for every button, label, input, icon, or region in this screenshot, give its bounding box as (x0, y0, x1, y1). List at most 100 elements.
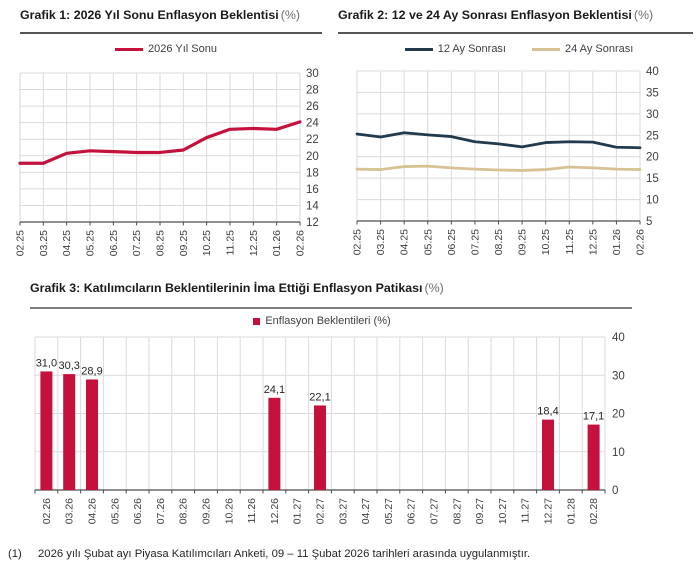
chart2-legend-entry-24ay: 24 Ay Sonrası (532, 43, 633, 55)
chart2-title-unit: (%) (633, 8, 654, 22)
chart3-legend-label: Enflasyon Beklentileri (%) (265, 315, 391, 327)
x-axis-labels: 02.26 03.26 04.26 05.26 06.26 07.26 08.26 09.26… (41, 498, 600, 524)
svg-text:04.25: 04.25 (399, 229, 411, 255)
svg-text:08.25: 08.25 (493, 229, 505, 255)
chart2-plot: 5 10 15 20 25 30 35 40 02.25 03.25 04.25 05.25 06.25… (352, 66, 659, 255)
svg-text:11.27: 11.27 (520, 498, 532, 524)
bar (542, 419, 554, 490)
bar-label: 28,9 (81, 365, 102, 377)
chart3-title: Grafik 3: Katılımcıların Beklentilerinin… (30, 281, 444, 295)
svg-text:05.25: 05.25 (85, 230, 97, 256)
svg-text:5: 5 (646, 216, 652, 228)
svg-text:01.27: 01.27 (292, 498, 304, 524)
footnote-marker: (1) (8, 548, 22, 560)
chart1-legend: 2026 Yıl Sonu (0, 43, 332, 55)
svg-text:11.25: 11.25 (564, 229, 576, 255)
svg-text:10: 10 (646, 195, 659, 207)
bar-label: 18,4 (537, 406, 558, 418)
chart3-title-rule (30, 307, 632, 309)
svg-text:08.26: 08.26 (178, 498, 190, 524)
x-axis (19, 221, 301, 226)
svg-text:12: 12 (306, 217, 319, 229)
svg-text:25: 25 (646, 130, 659, 142)
x-axis (356, 220, 641, 225)
line-swatch-icon (115, 47, 144, 51)
svg-text:10.26: 10.26 (223, 498, 235, 524)
svg-text:01.28: 01.28 (565, 498, 577, 524)
chart3-legend-entry: Enflasyon Beklentileri (%) (253, 315, 391, 327)
svg-text:30: 30 (646, 109, 659, 121)
svg-text:12.27: 12.27 (543, 498, 555, 524)
svg-text:07.26: 07.26 (155, 498, 167, 524)
svg-text:35: 35 (646, 87, 659, 99)
series-line (18, 120, 302, 165)
svg-text:16: 16 (306, 184, 319, 196)
svg-text:30: 30 (306, 68, 319, 80)
chart3-title-text: Grafik 3: Katılımcıların Beklentilerinin… (30, 281, 423, 295)
svg-text:24: 24 (306, 118, 319, 130)
chart2-title: Grafik 2: 12 ve 24 Ay Sonrası Enflasyon … (338, 8, 653, 22)
bar (314, 405, 326, 490)
svg-text:02.26: 02.26 (41, 498, 53, 524)
svg-text:30: 30 (612, 370, 625, 382)
svg-text:05.27: 05.27 (383, 498, 395, 524)
svg-text:28: 28 (306, 85, 319, 97)
svg-text:06.25: 06.25 (446, 229, 458, 255)
chart2-title-rule (338, 32, 693, 34)
bar-label: 22,1 (309, 391, 330, 403)
chart3-title-unit: (%) (424, 281, 444, 295)
svg-text:01.26: 01.26 (271, 230, 283, 256)
svg-text:15: 15 (646, 173, 659, 185)
chart3-legend: Enflasyon Beklentileri (%) (0, 315, 644, 327)
svg-text:12.25: 12.25 (248, 230, 260, 256)
bar-label: 31,0 (36, 357, 57, 369)
bar (268, 397, 281, 490)
svg-text:22: 22 (306, 134, 319, 146)
svg-text:02.25: 02.25 (352, 229, 364, 255)
svg-text:08.27: 08.27 (451, 498, 463, 524)
svg-text:03.27: 03.27 (337, 498, 349, 524)
svg-text:06.25: 06.25 (108, 230, 120, 256)
gridlines (19, 72, 301, 223)
svg-text:09.27: 09.27 (474, 498, 486, 524)
svg-text:04.26: 04.26 (87, 498, 99, 524)
bar-label: 30,3 (58, 360, 79, 372)
svg-text:07.27: 07.27 (429, 498, 441, 524)
svg-text:40: 40 (612, 332, 625, 344)
chart1-title: Grafik 1: 2026 Yıl Sonu Enflasyon Beklen… (20, 8, 300, 22)
y-axis-labels: 0 10 20 30 40 (612, 332, 625, 497)
bar-series: 31,0 30,3 28,9 24,1 22,1 18,4 17,1 (36, 357, 604, 490)
y-axis-labels: 5 10 15 20 25 30 35 40 (646, 66, 659, 228)
svg-text:20: 20 (306, 151, 319, 163)
svg-text:09.25: 09.25 (517, 229, 529, 255)
svg-text:02.26: 02.26 (295, 230, 307, 256)
series-line (355, 131, 642, 150)
x-axis (34, 489, 606, 494)
svg-text:03.25: 03.25 (38, 230, 50, 256)
svg-text:07.25: 07.25 (469, 229, 481, 255)
svg-text:07.25: 07.25 (131, 230, 143, 256)
series-line (355, 164, 642, 172)
svg-text:01.26: 01.26 (611, 229, 623, 255)
svg-text:10.25: 10.25 (201, 230, 213, 256)
chart1-title-text: Grafik 1: 2026 Yıl Sonu Enflasyon Beklen… (20, 8, 279, 22)
chart1-legend-entry: 2026 Yıl Sonu (115, 43, 217, 55)
svg-text:02.28: 02.28 (588, 498, 600, 524)
svg-text:02.26: 02.26 (635, 229, 647, 255)
chart1-title-rule (20, 32, 322, 34)
y-axis-labels: 12 14 16 18 20 22 24 26 28 30 (306, 68, 319, 229)
chart2-legend-label-24ay: 24 Ay Sonrası (565, 43, 634, 55)
x-axis-labels: 02.25 03.25 04.25 05.25 06.25 07.25 08.25 09.25… (352, 229, 647, 255)
svg-text:10.25: 10.25 (540, 229, 552, 255)
bar (40, 371, 53, 490)
svg-text:12.25: 12.25 (587, 229, 599, 255)
chart1-title-unit: (%) (280, 8, 300, 22)
chart2-legend: 12 Ay Sonrası 24 Ay Sonrası (340, 43, 698, 55)
bar (86, 379, 98, 490)
gridlines (356, 70, 641, 222)
bar-label: 17,1 (583, 411, 604, 423)
svg-text:14: 14 (306, 200, 319, 212)
svg-text:12.26: 12.26 (269, 498, 281, 524)
